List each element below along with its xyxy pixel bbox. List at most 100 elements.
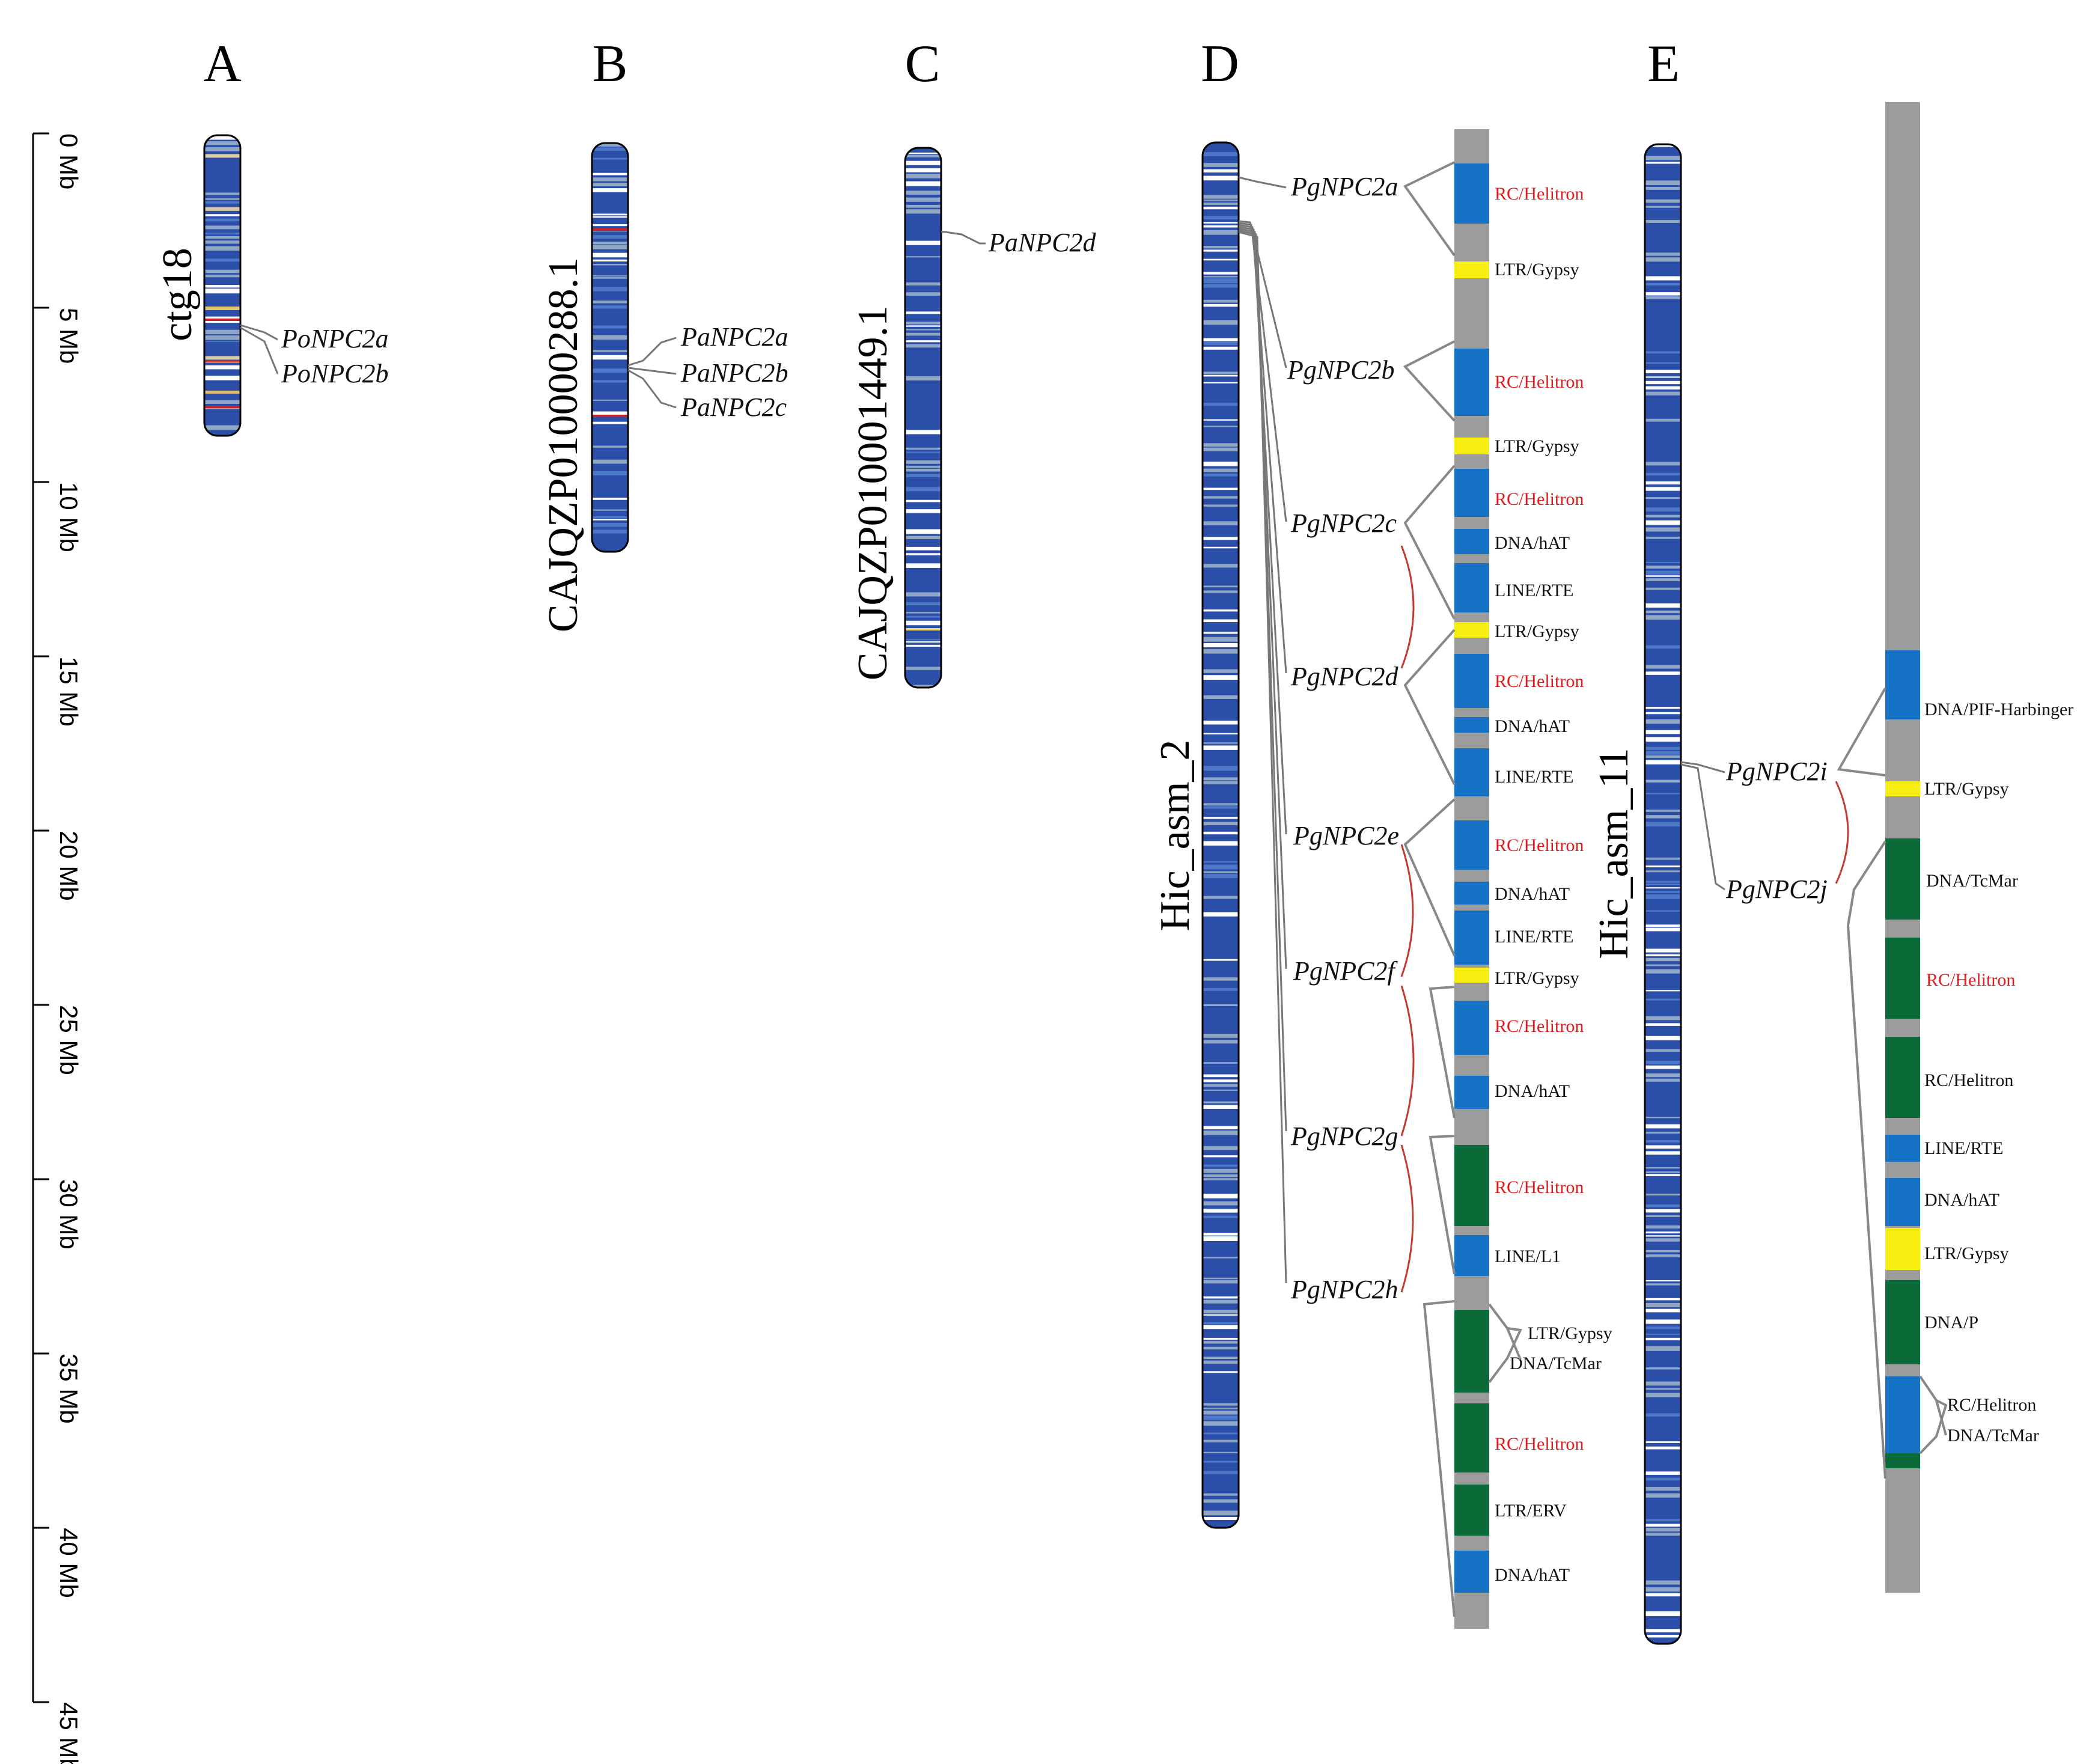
te-label: RC/Helitron [1495, 835, 1584, 855]
te-label: LTR/Gypsy [1495, 436, 1579, 456]
te-label: DNA/TcMar [1510, 1354, 1602, 1373]
te-label: LTR/ERV [1495, 1501, 1567, 1521]
scale-label: 0 Mb [55, 133, 83, 189]
te-label: DNA/P [1924, 1313, 1978, 1332]
te-segment [1454, 529, 1489, 554]
te-segment [1454, 1076, 1489, 1109]
te-label: RC/Helitron [1926, 970, 2015, 990]
panel-letter-b: B [593, 35, 628, 93]
gene-label: PaNPC2b [680, 358, 788, 388]
te-label: DNA/hAT [1495, 1081, 1570, 1101]
te-label: LTR/Gypsy [1495, 260, 1579, 279]
te-segment [1454, 882, 1489, 905]
te-label: LTR/Gypsy [1495, 968, 1579, 988]
panel-letter-e: E [1647, 35, 1680, 93]
chromosome-name-c: CAJQZP010001449.1 [850, 305, 896, 680]
te-segment [1454, 622, 1489, 638]
chromosome-name-b: CAJQZP010000288.1 [540, 257, 587, 632]
te-segment [1454, 968, 1489, 983]
chromosome-name-e: Hic_asm_11 [1591, 748, 1637, 959]
chromosome-hic-asm-2 [1201, 141, 1240, 1529]
te-segment [1885, 1135, 1920, 1162]
panel-e-te-links [1837, 688, 1948, 1479]
te-label: DNA/TcMar [1926, 871, 2018, 891]
te-segment [1454, 1145, 1489, 1226]
chromosome-name-a: ctg18 [154, 248, 201, 341]
te-label: RC/Helitron [1924, 1070, 2013, 1090]
te-segment [1454, 1485, 1489, 1536]
panel-c-gene-link [941, 230, 986, 245]
te-label: RC/Helitron [1495, 1177, 1584, 1197]
te-segment [1454, 748, 1489, 796]
te-label: DNA/hAT [1495, 1565, 1570, 1585]
gene-label: PgNPC2f [1293, 956, 1398, 986]
te-label: DNA/hAT [1495, 533, 1570, 553]
gene-label: PaNPC2d [988, 228, 1096, 257]
gene-label: PaNPC2a [680, 322, 788, 352]
te-segment [1454, 1310, 1489, 1393]
te-segment [1454, 438, 1489, 454]
chromosome-hic-asm-11 [1644, 143, 1682, 1645]
gene-label: PgNPC2d [1290, 662, 1398, 691]
te-segment [1454, 717, 1489, 733]
te-track-e: DNA/PIF-Harbinger LTR/Gypsy DNA/TcMar RC/He… [1885, 102, 2073, 1593]
scale-label: 10 Mb [55, 482, 83, 552]
gene-label: PgNPC2c [1290, 508, 1397, 538]
te-segment [1454, 563, 1489, 612]
scale-label: 5 Mb [55, 308, 83, 364]
te-segment [1454, 1001, 1489, 1055]
te-segment [1885, 650, 1920, 719]
scale-label: 40 Mb [55, 1528, 83, 1598]
te-label: DNA/hAT [1495, 716, 1570, 736]
te-segment [1454, 1403, 1489, 1473]
te-segment [1885, 1178, 1920, 1226]
te-label: DNA/TcMar [1947, 1426, 2039, 1445]
panel-letter-d: D [1201, 35, 1239, 93]
gene-label: PgNPC2e [1293, 821, 1399, 850]
panel-a-gene-links [240, 324, 279, 374]
panel-d-te-links [1403, 161, 1522, 1617]
panel-e-red-bracket [1835, 781, 1849, 884]
te-label: LTR/Gypsy [1528, 1323, 1612, 1343]
te-label: DNA/hAT [1924, 1190, 1999, 1210]
gene-label: PgNPC2b [1287, 355, 1394, 385]
te-segment [1454, 349, 1489, 416]
te-segment [1454, 261, 1489, 278]
chromosome-cajqzp010001449 [904, 147, 942, 689]
scale-label: 25 Mb [55, 1005, 83, 1075]
te-segment [1454, 1235, 1489, 1276]
panel-letter-c: C [905, 35, 941, 93]
te-segment [1454, 654, 1489, 708]
gene-label: PaNPC2c [680, 392, 787, 422]
gene-label: PgNPC2a [1290, 172, 1398, 201]
te-label: LINE/RTE [1495, 581, 1574, 600]
te-label: RC/Helitron [1495, 671, 1584, 691]
gene-label: PgNPC2i [1725, 757, 1828, 786]
te-segment [1885, 781, 1920, 796]
te-segment [1885, 1280, 1920, 1364]
te-label: LINE/RTE [1924, 1138, 2004, 1158]
te-label: LINE/RTE [1495, 927, 1574, 947]
te-segment [1454, 469, 1489, 517]
te-label: DNA/hAT [1495, 884, 1570, 904]
scale-bar: 0 Mb 5 Mb 10 Mb 15 Mb 20 Mb 25 Mb 30 Mb 35 Mb 40… [32, 132, 83, 1764]
te-segment [1454, 1551, 1489, 1593]
gene-label: PgNPC2h [1290, 1275, 1398, 1304]
te-segment [1454, 820, 1489, 870]
te-track-d: RC/Helitron LTR/Gypsy RC/Helitron LTR/Gypsy… [1454, 129, 1612, 1629]
gene-label: PoNPC2b [281, 359, 388, 388]
te-label: RC/Helitron [1495, 372, 1584, 392]
te-label: RC/Helitron [1495, 184, 1584, 204]
chromosome-name-d: Hic_asm_2 [1152, 740, 1198, 932]
chromosome-cajqzp010000288 [591, 142, 629, 553]
panel-d-red-brackets [1400, 545, 1415, 1293]
panel-letter-a: A [203, 35, 242, 93]
panel-e-gene-links [1680, 761, 1725, 891]
te-segment [1454, 163, 1489, 224]
gene-label: PgNPC2g [1290, 1122, 1398, 1151]
te-label: LTR/Gypsy [1924, 1244, 2009, 1263]
te-segment [1885, 1037, 1920, 1118]
te-label: LTR/Gypsy [1924, 779, 2009, 799]
scale-label: 45 Mb [55, 1702, 83, 1764]
